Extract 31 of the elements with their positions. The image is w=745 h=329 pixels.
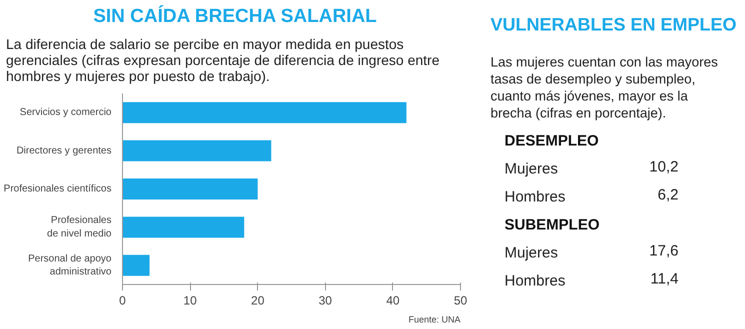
text: Mujeres	[504, 160, 558, 178]
text: 10,2	[649, 158, 679, 176]
x-tick-label: 10	[183, 294, 198, 308]
text: 17,6	[649, 242, 679, 260]
y-tick-label: Profesionales de nivel medio	[47, 215, 112, 240]
y-tick-label: Directores y gerentes	[16, 145, 112, 156]
text: 6,2	[658, 186, 679, 204]
bar	[122, 102, 406, 124]
x-tick-label: 20	[251, 294, 265, 308]
y-tick-label: Servicios y comercio	[20, 107, 112, 118]
bar	[122, 254, 150, 276]
chart-title: SIN CAÍDA BRECHA SALARIAL	[92, 6, 378, 28]
text: Hombres	[504, 272, 566, 290]
text: Hombres	[504, 188, 566, 206]
x-tick-label: 40	[386, 294, 400, 308]
x-tick-label: 0	[119, 294, 126, 308]
text: DESEMPLEO	[504, 132, 600, 150]
bar	[122, 140, 272, 162]
text: SUBEMPLEO	[504, 216, 600, 234]
source-note: Fuente: UNA	[408, 314, 461, 324]
y-tick-label: Personal de apoyo administrativo	[28, 253, 112, 278]
text: 11,4	[650, 270, 679, 288]
bar	[122, 178, 258, 200]
text: Las mujeres cuentan con las mayores tasas de desempleo y subempleo, cuanto más jóvenes, mayor es la brecha (cifras en porcentaje).	[490, 54, 718, 120]
text: VULNERABLES EN EMPLEO	[490, 14, 737, 34]
x-tick-label: 50	[454, 294, 468, 308]
chart-subtitle: La diferencia de salario se percibe en mayor medida en puestos gerenciales (cifras expresan porcentaje de diferencia de ingreso entre hombres y mujeres por puesto de trabajo).	[6, 36, 440, 84]
text: Mujeres	[504, 244, 558, 262]
x-tick-label: 30	[318, 294, 332, 308]
bar	[122, 216, 244, 238]
y-tick-label: Profesionales científicos	[4, 184, 112, 194]
